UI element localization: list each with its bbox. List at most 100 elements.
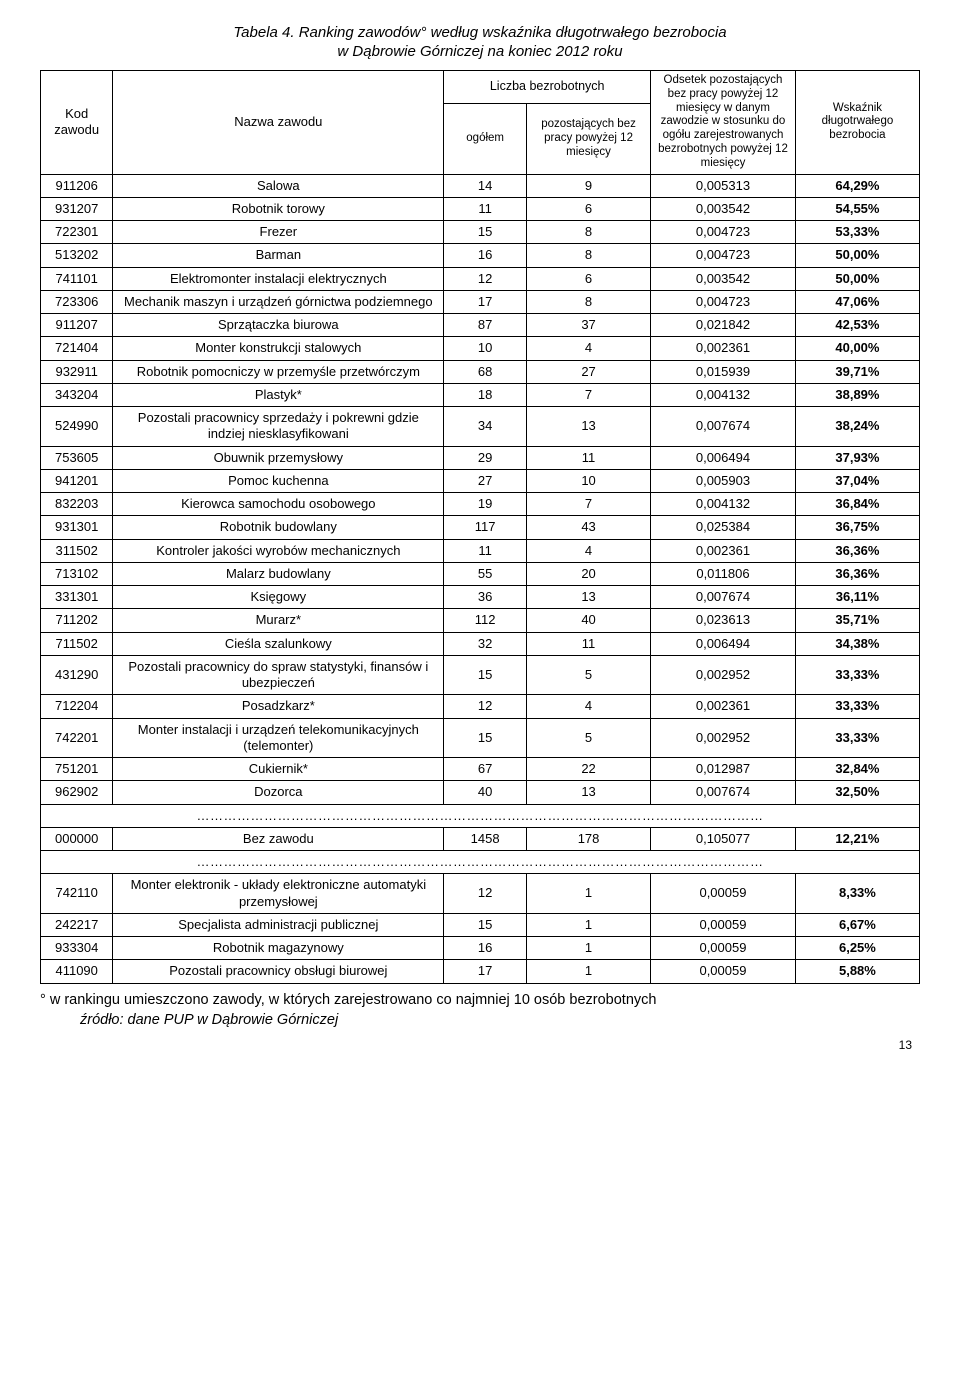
cell-ogolem: 12 <box>444 267 527 290</box>
cell-code: 742110 <box>41 874 113 914</box>
cell-name: Pomoc kuchenna <box>113 469 444 492</box>
cell-pozost: 7 <box>527 383 651 406</box>
cell-name: Księgowy <box>113 586 444 609</box>
cell-code: 513202 <box>41 244 113 267</box>
cell-pozost: 1 <box>527 874 651 914</box>
cell-pozost: 13 <box>527 407 651 447</box>
table-row: 741101Elektromonter instalacji elektrycz… <box>41 267 920 290</box>
cell-ogolem: 40 <box>444 781 527 804</box>
cell-wsk: 37,93% <box>795 446 919 469</box>
cell-pozost: 1 <box>527 913 651 936</box>
cell-name: Sprzątaczka biurowa <box>113 314 444 337</box>
cell-code: 712204 <box>41 695 113 718</box>
cell-pozost: 178 <box>527 827 651 850</box>
cell-pozost: 40 <box>527 609 651 632</box>
cell-odsetek: 0,004723 <box>651 244 796 267</box>
table-body: 911206Salowa1490,00531364,29%931207Robot… <box>41 174 920 983</box>
cell-ogolem: 10 <box>444 337 527 360</box>
cell-code: 931301 <box>41 516 113 539</box>
cell-ogolem: 12 <box>444 695 527 718</box>
table-row: 431290Pozostali pracownicy do spraw stat… <box>41 655 920 695</box>
cell-name: Mechanik maszyn i urządzeń górnictwa pod… <box>113 290 444 313</box>
separator-dots: …………………………………………………………………………………………………………… <box>41 804 920 827</box>
table-row: 932911Robotnik pomocniczy w przemyśle pr… <box>41 360 920 383</box>
cell-ogolem: 68 <box>444 360 527 383</box>
cell-odsetek: 0,007674 <box>651 781 796 804</box>
cell-code: 741101 <box>41 267 113 290</box>
table-row: 242217Specjalista administracji publiczn… <box>41 913 920 936</box>
cell-wsk: 47,06% <box>795 290 919 313</box>
table-subtitle: w Dąbrowie Górniczej na koniec 2012 roku <box>40 43 920 60</box>
cell-name: Pozostali pracownicy do spraw statystyki… <box>113 655 444 695</box>
cell-odsetek: 0,004132 <box>651 383 796 406</box>
cell-odsetek: 0,011806 <box>651 562 796 585</box>
table-row: 742201Monter instalacji i urządzeń telek… <box>41 718 920 758</box>
table-row: 711502Cieśla szalunkowy32110,00649434,38… <box>41 632 920 655</box>
cell-ogolem: 11 <box>444 197 527 220</box>
table-row: 941201Pomoc kuchenna27100,00590337,04% <box>41 469 920 492</box>
cell-pozost: 11 <box>527 446 651 469</box>
cell-name: Salowa <box>113 174 444 197</box>
header-wsk: Wskaźnik długotrwałego bezrobocia <box>795 71 919 175</box>
cell-pozost: 13 <box>527 586 651 609</box>
cell-pozost: 5 <box>527 655 651 695</box>
cell-odsetek: 0,012987 <box>651 758 796 781</box>
cell-wsk: 36,84% <box>795 493 919 516</box>
cell-pozost: 8 <box>527 221 651 244</box>
cell-pozost: 9 <box>527 174 651 197</box>
cell-ogolem: 15 <box>444 655 527 695</box>
cell-name: Pozostali pracownicy sprzedaży i pokrewn… <box>113 407 444 447</box>
cell-code: 723306 <box>41 290 113 313</box>
table-row: 911207Sprzątaczka biurowa87370,02184242,… <box>41 314 920 337</box>
cell-ogolem: 15 <box>444 221 527 244</box>
footnotes: ° w rankingu umieszczono zawody, w który… <box>40 990 920 1031</box>
table-row: 931301Robotnik budowlany117430,02538436,… <box>41 516 920 539</box>
cell-wsk: 36,36% <box>795 539 919 562</box>
cell-name: Robotnik magazynowy <box>113 937 444 960</box>
separator-dots: …………………………………………………………………………………………………………… <box>41 851 920 874</box>
cell-wsk: 50,00% <box>795 244 919 267</box>
table-row: 000000Bez zawodu14581780,10507712,21% <box>41 827 920 850</box>
cell-wsk: 36,75% <box>795 516 919 539</box>
header-odsetek: Odsetek pozostających bez pracy powyżej … <box>651 71 796 175</box>
cell-name: Monter instalacji i urządzeń telekomunik… <box>113 718 444 758</box>
cell-wsk: 33,33% <box>795 718 919 758</box>
cell-ogolem: 29 <box>444 446 527 469</box>
table-header: Kod zawodu Nazwa zawodu Liczba bezrobotn… <box>41 71 920 175</box>
cell-wsk: 42,53% <box>795 314 919 337</box>
cell-odsetek: 0,004132 <box>651 493 796 516</box>
cell-ogolem: 15 <box>444 913 527 936</box>
cell-pozost: 7 <box>527 493 651 516</box>
cell-code: 331301 <box>41 586 113 609</box>
cell-odsetek: 0,00059 <box>651 874 796 914</box>
cell-name: Cieśla szalunkowy <box>113 632 444 655</box>
cell-pozost: 4 <box>527 695 651 718</box>
cell-ogolem: 14 <box>444 174 527 197</box>
cell-wsk: 38,89% <box>795 383 919 406</box>
cell-wsk: 32,84% <box>795 758 919 781</box>
cell-code: 911206 <box>41 174 113 197</box>
cell-pozost: 6 <box>527 267 651 290</box>
cell-name: Posadzkarz* <box>113 695 444 718</box>
cell-odsetek: 0,00059 <box>651 913 796 936</box>
cell-pozost: 13 <box>527 781 651 804</box>
table-row: 711202Murarz*112400,02361335,71% <box>41 609 920 632</box>
cell-wsk: 12,21% <box>795 827 919 850</box>
cell-ogolem: 1458 <box>444 827 527 850</box>
cell-ogolem: 17 <box>444 290 527 313</box>
cell-code: 431290 <box>41 655 113 695</box>
cell-code: 713102 <box>41 562 113 585</box>
cell-wsk: 64,29% <box>795 174 919 197</box>
cell-code: 524990 <box>41 407 113 447</box>
cell-odsetek: 0,007674 <box>651 407 796 447</box>
cell-ogolem: 12 <box>444 874 527 914</box>
cell-wsk: 54,55% <box>795 197 919 220</box>
cell-odsetek: 0,002361 <box>651 539 796 562</box>
cell-code: 742201 <box>41 718 113 758</box>
cell-ogolem: 87 <box>444 314 527 337</box>
table-row: 524990Pozostali pracownicy sprzedaży i p… <box>41 407 920 447</box>
cell-name: Plastyk* <box>113 383 444 406</box>
cell-code: 931207 <box>41 197 113 220</box>
cell-code: 722301 <box>41 221 113 244</box>
cell-pozost: 43 <box>527 516 651 539</box>
